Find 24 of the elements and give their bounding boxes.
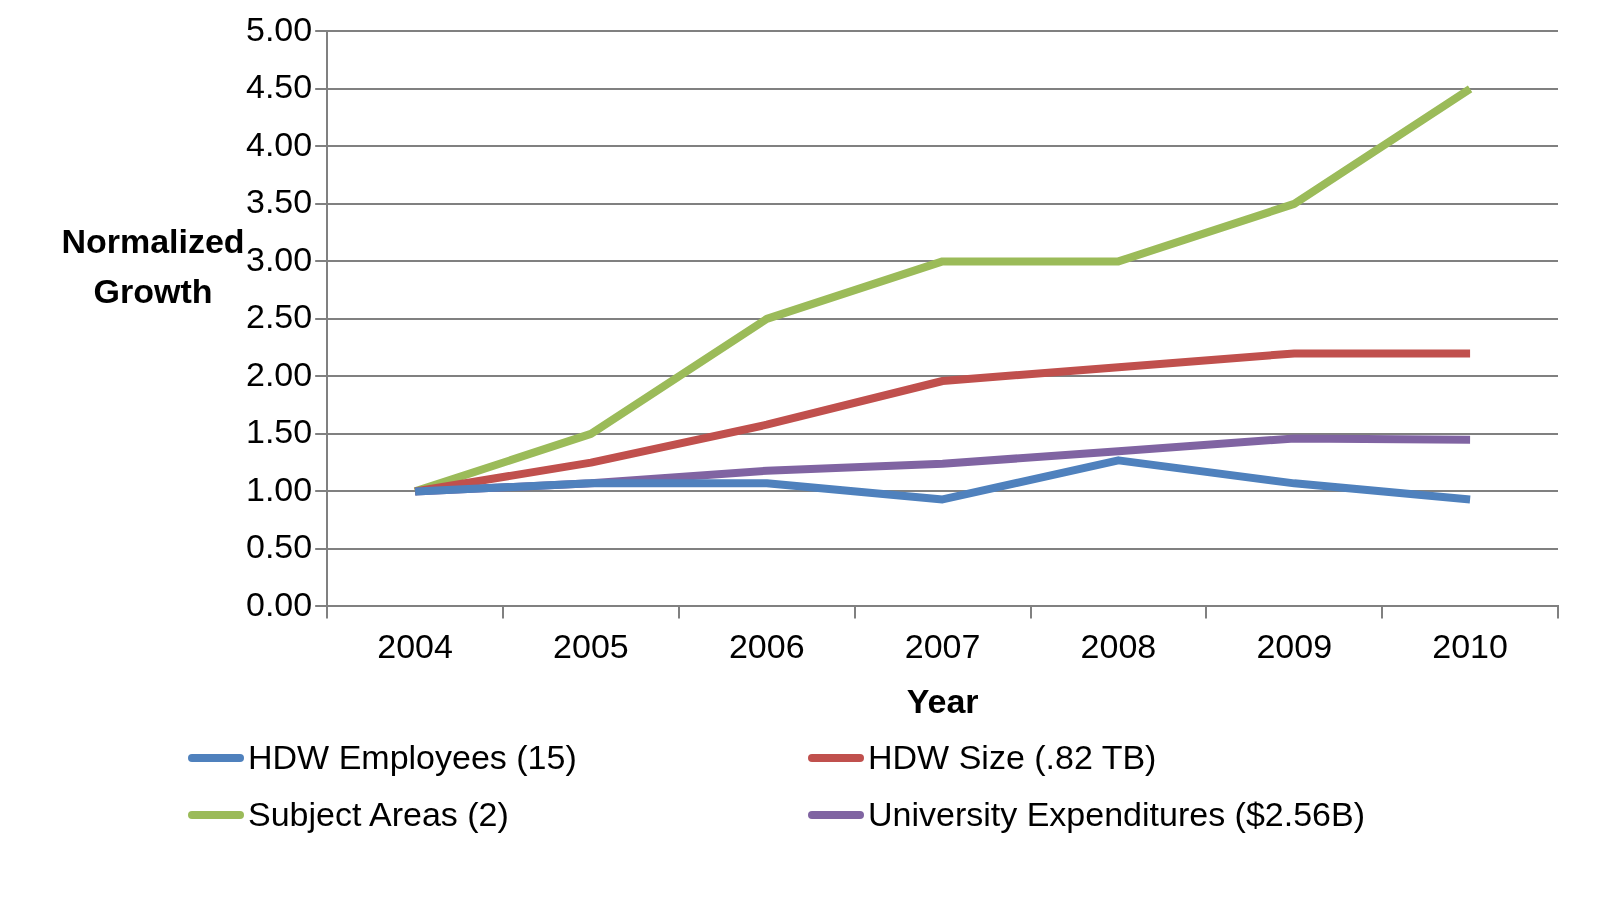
y-tick-label: 3.50	[245, 182, 313, 221]
legend-label: HDW Employees (15)	[248, 738, 577, 777]
y-tick-label: 4.00	[245, 124, 313, 163]
x-tick-label: 2004	[377, 627, 453, 666]
x-tick-label: 2005	[553, 627, 629, 666]
y-tick-label: 0.50	[245, 527, 313, 566]
x-tick-label: 2006	[728, 627, 805, 666]
legend-label: University Expenditures ($2.56B)	[868, 795, 1366, 834]
legend-label: Subject Areas (2)	[248, 795, 509, 834]
legend-label: HDW Size (.82 TB)	[868, 738, 1157, 777]
y-tick-label: 4.50	[245, 67, 313, 106]
y-axis-title: Normalized Growth	[61, 222, 245, 311]
y-tick-label: 5.00	[245, 9, 313, 48]
x-axis-title: Year	[906, 681, 979, 720]
y-tick-label: 1.00	[245, 469, 313, 508]
x-tick-label: 2009	[1256, 627, 1333, 666]
y-tick-label: 2.00	[245, 354, 313, 393]
y-tick-label: 2.50	[245, 297, 313, 336]
x-tick-label: 2007	[904, 627, 981, 666]
x-tick-label: 2010	[1432, 627, 1508, 666]
y-tick-label: 1.50	[245, 412, 313, 451]
x-tick-label: 2008	[1080, 627, 1157, 666]
y-tick-label: 3.00	[245, 239, 313, 278]
y-tick-label: 0.00	[245, 584, 313, 623]
